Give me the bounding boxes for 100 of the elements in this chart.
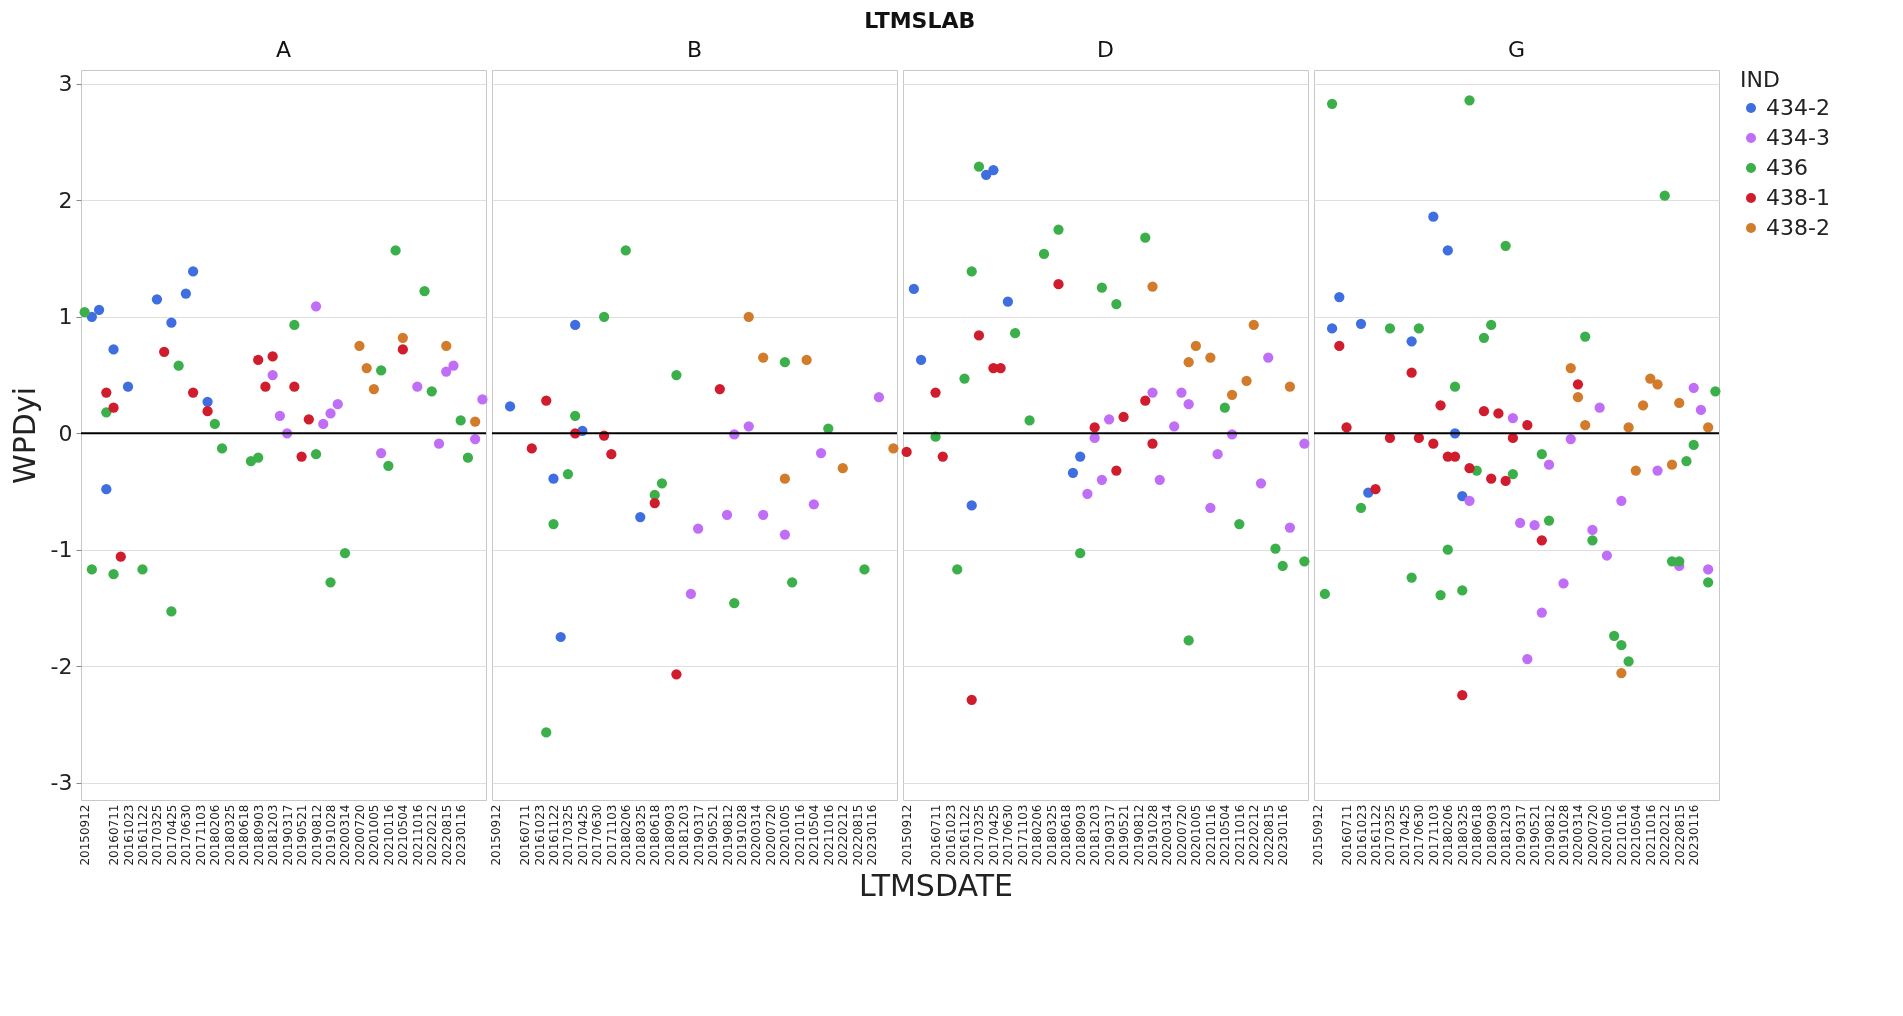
x-tick-label: 20171103 — [193, 804, 208, 866]
x-tick-label: 20180903 — [251, 804, 266, 866]
x-tick-label: 20180903 — [1484, 804, 1499, 866]
x-tick-label: 20220212 — [1658, 804, 1673, 866]
x-tick-label: 20170425 — [1397, 804, 1412, 866]
x-tick-label: 20211016 — [410, 804, 425, 866]
x-tick-label: 20210504 — [1218, 804, 1233, 866]
x-tick-label: 20190521 — [706, 804, 721, 866]
x-tick-label: 20180903 — [662, 804, 677, 866]
x-tick-label: 20161023 — [943, 804, 958, 866]
x-tick-label: 20190317 — [280, 804, 295, 866]
x-tick-label: 20201005 — [1600, 804, 1615, 866]
x-tick-label: 20181203 — [677, 804, 692, 866]
x-tick-label: 20180325 — [222, 804, 237, 866]
x-tick-label: 20200314 — [749, 804, 764, 866]
x-tick-label: 20210116 — [1614, 804, 1629, 866]
x-tick-label: 20150912 — [78, 804, 93, 866]
x-tick-label: 20170630 — [1001, 804, 1016, 866]
x-tick-label: 20230116 — [1276, 804, 1291, 866]
x-tick-label: 20181203 — [266, 804, 281, 866]
x-tick-label: 20190521 — [1528, 804, 1543, 866]
x-tick-label: 20170325 — [972, 804, 987, 866]
x-tick-label: 20180325 — [1044, 804, 1059, 866]
x-tick-label: 20210504 — [807, 804, 822, 866]
legend-label: 434-3 — [1766, 125, 1830, 150]
x-tick-label: 20200314 — [338, 804, 353, 866]
x-tick-label: 20190317 — [1102, 804, 1117, 866]
x-tick-label: 20150912 — [900, 804, 915, 866]
legend-title: IND — [1740, 67, 1780, 92]
x-tick-label: 20170325 — [1383, 804, 1398, 866]
x-tick-label: 20190812 — [1131, 804, 1146, 866]
x-tick-label: 20191028 — [324, 804, 339, 866]
x-tick-label: 20200720 — [352, 804, 367, 866]
x-tick-label: 20191028 — [1557, 804, 1572, 866]
x-tick-label: 20161023 — [121, 804, 136, 866]
y-tick-label: 3 — [58, 71, 73, 97]
x-tick-label: 20160711 — [1340, 804, 1355, 866]
text: LTMSDATE — [859, 868, 1013, 903]
x-tick-label: 20200720 — [1174, 804, 1189, 866]
x-tick-label: 20220212 — [425, 804, 440, 866]
x-tick-label: 20160711 — [107, 804, 122, 866]
x-tick-label: 20220212 — [836, 804, 851, 866]
x-tick-label: 20190317 — [1513, 804, 1528, 866]
legend-label: 436 — [1766, 155, 1808, 180]
x-tick-label: 20170425 — [575, 804, 590, 866]
x-tick-label: 20180325 — [1455, 804, 1470, 866]
x-tick-label: 20161122 — [135, 804, 150, 866]
x-tick-label: 20210116 — [381, 804, 396, 866]
x-tick-label: 20210116 — [1203, 804, 1218, 866]
x-tick-label: 20211016 — [1232, 804, 1247, 866]
legend-label: 438-1 — [1766, 185, 1830, 210]
y-tick-label: -2 — [50, 653, 73, 679]
x-tick-label: 20181203 — [1088, 804, 1103, 866]
x-tick-label: 20161023 — [532, 804, 547, 866]
x-tick-label: 20180206 — [619, 804, 634, 866]
x-tick-label: 20180618 — [648, 804, 663, 866]
x-tick-label: 20200314 — [1160, 804, 1175, 866]
x-tick-label: 20211016 — [1643, 804, 1658, 866]
x-tick-label: 20190521 — [295, 804, 310, 866]
x-tick-label: 20180618 — [1470, 804, 1485, 866]
x-tick-label: 20220815 — [1672, 804, 1687, 866]
y-tick-label: 1 — [58, 304, 73, 330]
y-tick-label: 2 — [58, 187, 73, 213]
x-tick-label: 20190521 — [1117, 804, 1132, 866]
x-tick-label: 20171103 — [1426, 804, 1441, 866]
x-tick-label: 20180206 — [1441, 804, 1456, 866]
x-tick-label: 20161122 — [546, 804, 561, 866]
x-tick-label: 20150912 — [1311, 804, 1326, 866]
x-tick-label: 20150912 — [489, 804, 504, 866]
x-tick-label: 20190317 — [691, 804, 706, 866]
x-tick-label: 20170425 — [986, 804, 1001, 866]
x-tick-label: 20180903 — [1073, 804, 1088, 866]
x-tick-label: 20210504 — [1629, 804, 1644, 866]
x-tick-label: 20200314 — [1571, 804, 1586, 866]
chart-title: A — [275, 37, 292, 62]
x-tick-label: 20210116 — [792, 804, 807, 866]
text: LTMSLAB — [864, 7, 976, 33]
x-tick-label: 20171103 — [1015, 804, 1030, 866]
x-tick-label: 20200720 — [1585, 804, 1600, 866]
x-tick-label: 20181203 — [1499, 804, 1514, 866]
legend-label: 434-2 — [1766, 95, 1830, 120]
x-tick-label: 20161023 — [1354, 804, 1369, 866]
y-tick-label: -1 — [50, 537, 73, 563]
x-tick-label: 20160711 — [929, 804, 944, 866]
x-tick-label: 20230116 — [865, 804, 880, 866]
x-tick-label: 20201005 — [1189, 804, 1204, 866]
x-tick-label: 20161122 — [1368, 804, 1383, 866]
chart-title: G — [1507, 37, 1526, 62]
y-tick-label: -3 — [50, 770, 73, 796]
x-tick-label: 20230116 — [454, 804, 469, 866]
x-tick-label: 20160711 — [518, 804, 533, 866]
x-tick-label: 20210504 — [396, 804, 411, 866]
x-tick-label: 20200720 — [763, 804, 778, 866]
x-tick-label: 20220815 — [439, 804, 454, 866]
x-tick-label: 20230116 — [1687, 804, 1702, 866]
x-tick-label: 20171103 — [604, 804, 619, 866]
chart-title: B — [686, 37, 703, 62]
x-tick-label: 20211016 — [821, 804, 836, 866]
x-tick-label: 20161122 — [957, 804, 972, 866]
x-tick-label: 20190812 — [720, 804, 735, 866]
